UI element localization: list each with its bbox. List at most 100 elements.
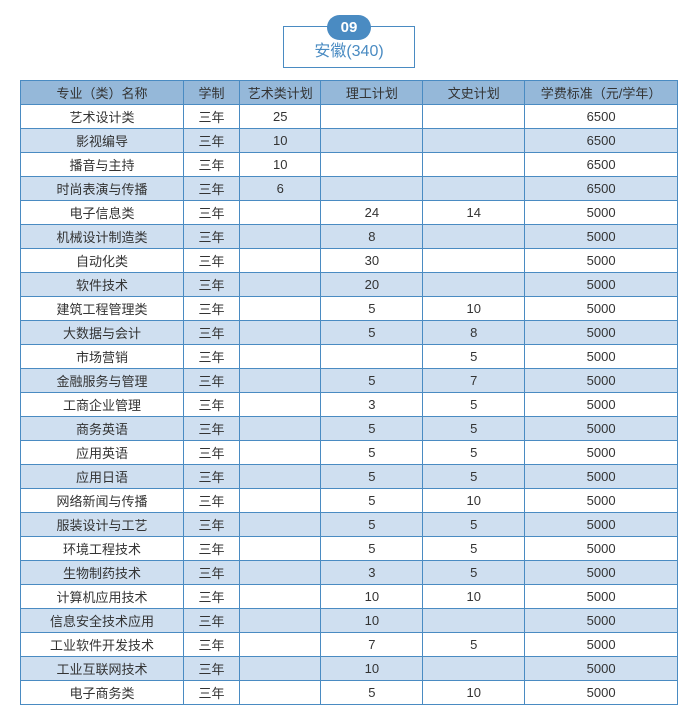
table-cell: 三年: [183, 297, 239, 321]
table-cell: [239, 633, 320, 657]
table-cell: 10: [423, 297, 525, 321]
table-cell: [321, 177, 423, 201]
table-cell: [239, 369, 320, 393]
table-cell: [239, 441, 320, 465]
table-cell: [321, 345, 423, 369]
table-cell: 电子信息类: [21, 201, 184, 225]
table-cell: 软件技术: [21, 273, 184, 297]
table-row: 网络新闻与传播三年5105000: [21, 489, 678, 513]
table-cell: 5000: [525, 681, 678, 705]
col-art-plan: 艺术类计划: [239, 81, 320, 105]
table-cell: 建筑工程管理类: [21, 297, 184, 321]
table-cell: 5000: [525, 417, 678, 441]
table-row: 影视编导三年106500: [21, 129, 678, 153]
table-cell: [239, 561, 320, 585]
table-cell: 7: [423, 369, 525, 393]
table-cell: [239, 201, 320, 225]
table-cell: 5: [321, 537, 423, 561]
table-cell: 三年: [183, 273, 239, 297]
table-cell: [239, 393, 320, 417]
table-cell: 10: [423, 489, 525, 513]
table-cell: [239, 297, 320, 321]
table-cell: [423, 105, 525, 129]
table-cell: 20: [321, 273, 423, 297]
table-cell: [239, 465, 320, 489]
table-header-row: 专业（类）名称 学制 艺术类计划 理工计划 文史计划 学费标准（元/学年）: [21, 81, 678, 105]
table-cell: 5000: [525, 249, 678, 273]
table-cell: 三年: [183, 249, 239, 273]
table-cell: 三年: [183, 513, 239, 537]
table-cell: [423, 153, 525, 177]
table-cell: 10: [239, 129, 320, 153]
table-cell: [423, 657, 525, 681]
table-cell: [239, 225, 320, 249]
table-row: 时尚表演与传播三年66500: [21, 177, 678, 201]
table-cell: 三年: [183, 201, 239, 225]
table-cell: 大数据与会计: [21, 321, 184, 345]
table-cell: [239, 249, 320, 273]
table-cell: 5: [423, 345, 525, 369]
table-cell: [423, 273, 525, 297]
col-science-plan: 理工计划: [321, 81, 423, 105]
table-cell: 10: [239, 153, 320, 177]
table-cell: 5000: [525, 441, 678, 465]
table-cell: [423, 225, 525, 249]
table-cell: 5000: [525, 201, 678, 225]
table-cell: [239, 537, 320, 561]
table-cell: 3: [321, 561, 423, 585]
table-cell: 环境工程技术: [21, 537, 184, 561]
table-cell: 5000: [525, 561, 678, 585]
table-cell: 三年: [183, 465, 239, 489]
table-row: 软件技术三年 20 5000: [21, 273, 678, 297]
col-tuition: 学费标准（元/学年）: [525, 81, 678, 105]
table-cell: 信息安全技术应用: [21, 609, 184, 633]
table-cell: 5: [321, 441, 423, 465]
table-cell: [321, 129, 423, 153]
table-row: 市场营销三年55000: [21, 345, 678, 369]
table-cell: 三年: [183, 225, 239, 249]
table-cell: 5000: [525, 273, 678, 297]
table-cell: 5: [423, 417, 525, 441]
table-row: 生物制药技术三年355000: [21, 561, 678, 585]
table-cell: 5: [321, 417, 423, 441]
table-cell: 25: [239, 105, 320, 129]
table-cell: [423, 129, 525, 153]
enrollment-plan-table: 专业（类）名称 学制 艺术类计划 理工计划 文史计划 学费标准（元/学年） 艺术…: [20, 80, 678, 705]
table-cell: 10: [321, 657, 423, 681]
table-cell: 机械设计制造类: [21, 225, 184, 249]
col-duration: 学制: [183, 81, 239, 105]
table-cell: 5000: [525, 633, 678, 657]
section-number-badge: 09: [327, 15, 372, 40]
table-cell: 三年: [183, 417, 239, 441]
table-row: 工业软件开发技术三年755000: [21, 633, 678, 657]
table-cell: 播音与主持: [21, 153, 184, 177]
table-cell: [423, 609, 525, 633]
table-cell: 电子商务类: [21, 681, 184, 705]
table-cell: 应用日语: [21, 465, 184, 489]
table-cell: 5000: [525, 537, 678, 561]
col-liberal-plan: 文史计划: [423, 81, 525, 105]
table-cell: 5000: [525, 369, 678, 393]
table-cell: 5000: [525, 393, 678, 417]
table-row: 电子商务类三年5105000: [21, 681, 678, 705]
table-row: 机械设计制造类三年85000: [21, 225, 678, 249]
table-row: 环境工程技术三年555000: [21, 537, 678, 561]
table-cell: 三年: [183, 369, 239, 393]
table-cell: 三年: [183, 657, 239, 681]
table-cell: [239, 417, 320, 441]
table-cell: 5: [423, 513, 525, 537]
table-row: 艺术设计类三年256500: [21, 105, 678, 129]
table-cell: 三年: [183, 537, 239, 561]
table-cell: 三年: [183, 561, 239, 585]
table-cell: 三年: [183, 489, 239, 513]
table-cell: 7: [321, 633, 423, 657]
table-cell: 6500: [525, 177, 678, 201]
table-cell: 6500: [525, 129, 678, 153]
table-cell: 5: [321, 297, 423, 321]
table-cell: 5000: [525, 513, 678, 537]
table-cell: 三年: [183, 681, 239, 705]
table-cell: 自动化类: [21, 249, 184, 273]
table-cell: 三年: [183, 609, 239, 633]
table-cell: 工商企业管理: [21, 393, 184, 417]
table-cell: [423, 249, 525, 273]
